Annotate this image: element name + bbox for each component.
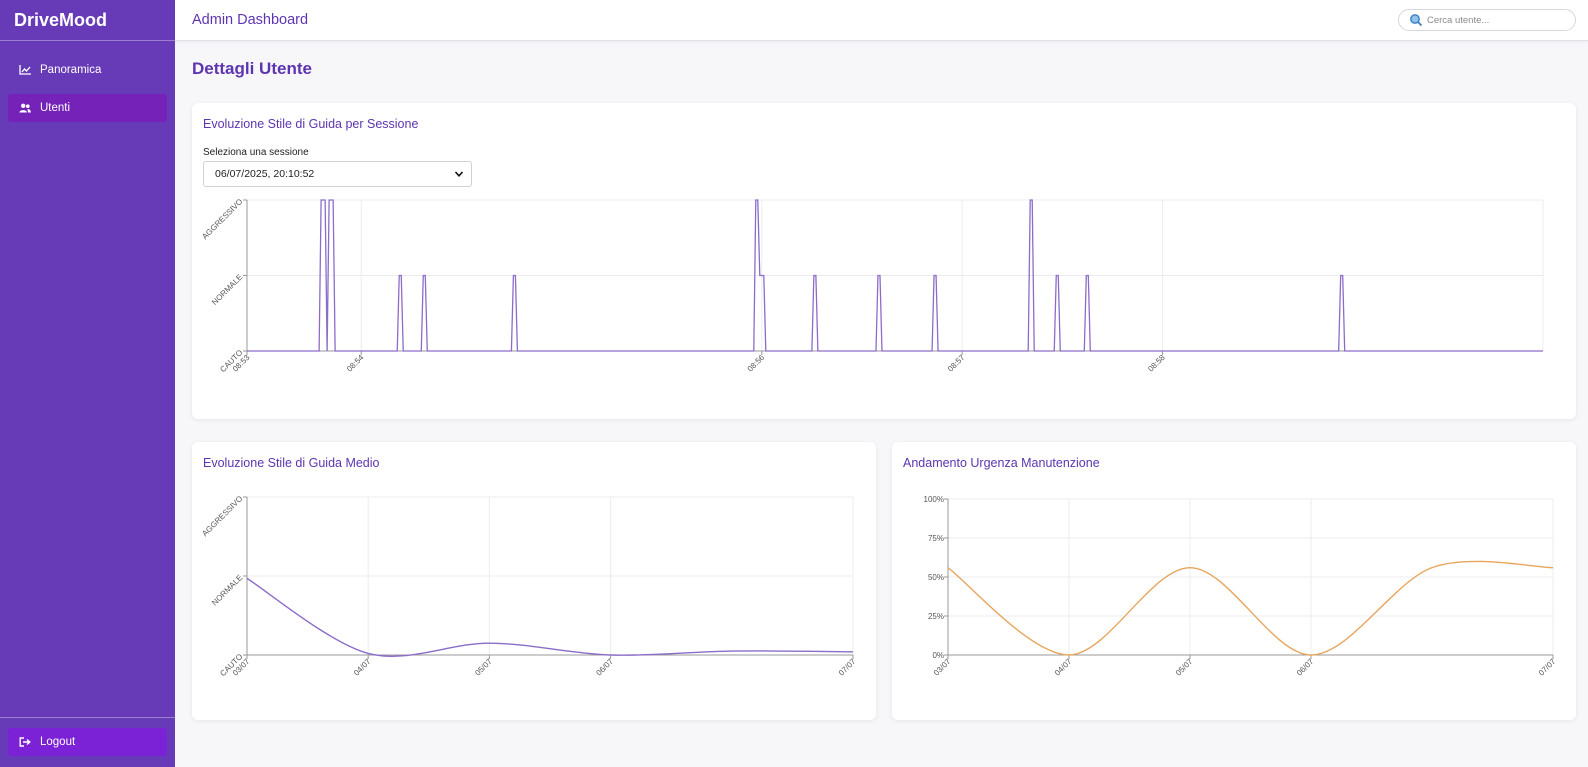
sidebar-item-utenti[interactable]: Utenti xyxy=(8,94,167,122)
card-title: Evoluzione Stile di Guida per Sessione xyxy=(203,117,419,131)
x-tick-label: 08:56 xyxy=(746,353,767,374)
y-tick-label: 75% xyxy=(928,534,944,543)
brand-logo: DriveMood xyxy=(0,0,175,41)
y-tick-label: NORMALE xyxy=(210,573,244,607)
session-select[interactable]: 06/07/2025, 20:10:52 xyxy=(203,161,472,187)
sidebar-item-label: Panoramica xyxy=(40,64,102,76)
sidebar: DriveMood Panoramica Utenti Logout xyxy=(0,0,175,767)
y-tick-label: 0% xyxy=(932,651,944,660)
series-line xyxy=(246,577,854,657)
search-icon xyxy=(1409,13,1423,27)
logout-label: Logout xyxy=(40,736,76,748)
x-tick-label: 08:58 xyxy=(1146,353,1167,374)
y-tick-label: NORMALE xyxy=(210,273,244,307)
series-line xyxy=(247,199,1543,352)
logout-icon xyxy=(19,736,35,748)
maintenance-urgency-chart: 03/07 04/07 05/07 06/07 07/070%25%50%75%100% xyxy=(924,495,1558,678)
chevron-down-icon xyxy=(453,168,465,180)
topbar-title: Admin Dashboard xyxy=(192,12,309,28)
y-tick-label: AGGRESSIVO xyxy=(200,197,244,241)
chart-icon xyxy=(19,64,35,76)
maintenance-card: Andamento Urgenza Manutenzione 03/07 04/0… xyxy=(892,442,1576,720)
logout-button[interactable]: Logout xyxy=(8,728,167,756)
card-title: Evoluzione Stile di Guida Medio xyxy=(203,456,380,470)
x-tick-label: 06/07 xyxy=(594,657,615,678)
y-tick-label: 100% xyxy=(924,495,944,504)
sidebar-nav: Panoramica Utenti xyxy=(0,41,175,122)
session-style-card: Evoluzione Stile di Guida per Sessione S… xyxy=(192,103,1576,419)
y-tick-label: 50% xyxy=(928,573,944,582)
x-tick-label: 05/07 xyxy=(1174,657,1195,678)
session-select-label: Seleziona una sessione xyxy=(203,147,309,158)
sidebar-item-panoramica[interactable]: Panoramica xyxy=(8,56,167,84)
page-title: Dettagli Utente xyxy=(192,59,312,78)
x-tick-label: 04/07 xyxy=(352,657,373,678)
x-tick-label: 08:57 xyxy=(946,353,967,374)
x-tick-label: 07/07 xyxy=(1537,657,1558,678)
card-title: Andamento Urgenza Manutenzione xyxy=(903,456,1100,470)
y-tick-label: 25% xyxy=(928,612,944,621)
topbar: Admin Dashboard xyxy=(175,0,1588,41)
session-style-chart: 08:53 08:54 08:56 08:57 08:58CAUTONORMALEAGG… xyxy=(200,197,1544,374)
series-line xyxy=(947,560,1554,656)
search-box[interactable] xyxy=(1398,9,1576,31)
x-tick-label: 07/07 xyxy=(837,657,858,678)
sidebar-item-label: Utenti xyxy=(40,102,71,114)
x-tick-label: 05/07 xyxy=(473,657,494,678)
sidebar-footer: Logout xyxy=(0,717,175,767)
users-icon xyxy=(19,102,35,114)
search-input[interactable] xyxy=(1427,14,1567,26)
x-tick-label: 06/07 xyxy=(1295,657,1316,678)
avg-style-chart: 03/07 04/07 05/07 06/07 07/07CAUTONORMALEAGG… xyxy=(200,494,858,678)
y-tick-label: AGGRESSIVO xyxy=(200,494,244,538)
x-tick-label: 08:54 xyxy=(345,353,366,374)
session-select-value: 06/07/2025, 20:10:52 xyxy=(215,168,315,180)
avg-style-card: Evoluzione Stile di Guida Medio 03/07 04/… xyxy=(192,442,876,720)
x-tick-label: 04/07 xyxy=(1053,657,1074,678)
